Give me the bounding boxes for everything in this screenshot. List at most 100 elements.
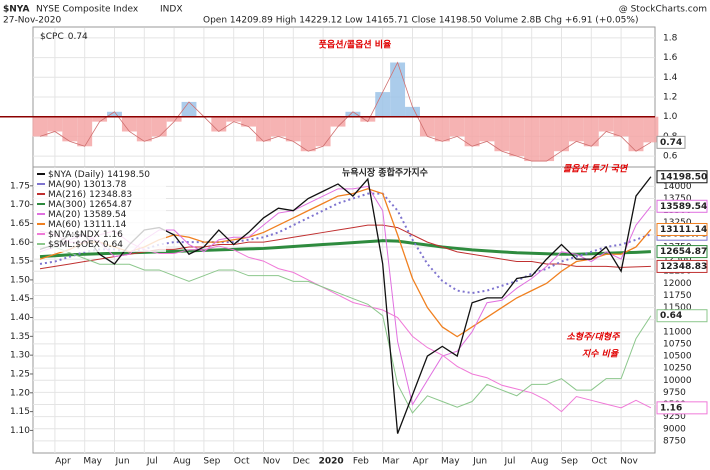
x-tick-label: Apr bbox=[55, 457, 71, 467]
y2-tick-label: 1.60 bbox=[10, 238, 30, 248]
cpc-bar bbox=[360, 116, 376, 122]
legend-entry: $SML:$OEX 0.64 bbox=[48, 240, 123, 250]
y2-tick-label: 1.10 bbox=[10, 426, 30, 436]
cpc-bar bbox=[509, 116, 525, 157]
x-tick-label: Feb bbox=[353, 457, 369, 467]
legend-name: $SML:$OEX bbox=[48, 240, 100, 250]
cpc-bar bbox=[315, 116, 331, 147]
cpc-bar bbox=[47, 116, 63, 132]
y2-tick-label: 1.35 bbox=[10, 332, 30, 342]
cpc-bar bbox=[464, 116, 480, 147]
cpc-bar bbox=[166, 116, 182, 122]
x-tick-label: Sep bbox=[561, 457, 578, 467]
cpc-bar bbox=[494, 116, 510, 152]
cpc-bar bbox=[107, 111, 122, 117]
exchange: INDX bbox=[160, 5, 182, 15]
cpc-bar bbox=[390, 62, 406, 117]
legend-value: 13589.54 bbox=[83, 210, 126, 220]
legend-name: MA(216) bbox=[48, 190, 86, 200]
last-value-tag-bg bbox=[656, 245, 708, 259]
x-tick-label: Jun bbox=[472, 457, 487, 467]
legend-value: 13013.78 bbox=[83, 180, 126, 190]
legend-entry: $CPC 0.74 bbox=[40, 32, 88, 42]
legend-value: 12348.83 bbox=[89, 190, 132, 200]
cpc-bar bbox=[300, 116, 316, 152]
last-value-tag: 0.64 bbox=[660, 311, 682, 321]
last-value-tag: 1.16 bbox=[660, 403, 682, 413]
x-tick-label: Nov bbox=[263, 457, 281, 467]
last-value-tag-bg bbox=[656, 309, 708, 323]
y-tick-label: 10750 bbox=[663, 339, 692, 349]
legend-name: $CPC bbox=[40, 32, 64, 42]
x-tick-label: Dec bbox=[293, 457, 310, 467]
x-tick-label: May bbox=[441, 457, 460, 467]
x-tick-label: Jun bbox=[114, 457, 129, 467]
legend-value: 0.64 bbox=[103, 240, 123, 250]
y-tick-label: 1.4 bbox=[663, 73, 678, 83]
y-tick-label: 1.8 bbox=[663, 33, 678, 43]
legend-value: 12654.87 bbox=[89, 200, 132, 210]
cpc-bar bbox=[539, 116, 555, 162]
legend-name: $NYA (Daily) bbox=[48, 170, 104, 180]
y-tick-label: 11500 bbox=[663, 303, 692, 313]
x-tick-label: Jul bbox=[503, 457, 515, 467]
cpc-bar bbox=[405, 106, 420, 117]
y2-tick-label: 1.30 bbox=[10, 351, 30, 361]
y2-tick-label: 1.75 bbox=[10, 181, 30, 191]
y-tick-label: 9000 bbox=[663, 424, 686, 434]
cpc-bar bbox=[241, 116, 257, 127]
y-tick-label: 1.6 bbox=[663, 53, 678, 63]
price-panel bbox=[32, 166, 656, 454]
legend-entry: MA(300) 12654.87 bbox=[48, 200, 132, 210]
cpc-bar bbox=[330, 116, 346, 127]
x-tick-label: May bbox=[83, 457, 102, 467]
cpc-bar bbox=[345, 111, 361, 117]
legend-box bbox=[34, 168, 166, 252]
last-value-tag: 14198.50 bbox=[660, 172, 707, 182]
x-tick-label: 2020 bbox=[319, 457, 344, 467]
cpc-bar bbox=[121, 116, 137, 132]
y2-tick-label: 1.20 bbox=[10, 388, 30, 398]
cpc-bar bbox=[434, 116, 450, 142]
series-line bbox=[40, 246, 652, 414]
y2-tick-label: 1.55 bbox=[10, 257, 30, 267]
last-value-tag-bg bbox=[656, 170, 708, 184]
y-tick-label: 10500 bbox=[663, 352, 692, 362]
cpc-bar bbox=[92, 116, 108, 122]
last-value-tag-bg bbox=[656, 259, 708, 273]
legend-entry: MA(20) 13589.54 bbox=[48, 210, 127, 220]
legend-name: MA(20) bbox=[48, 210, 80, 220]
cpc-bar bbox=[643, 116, 659, 143]
cpc-line bbox=[39, 61, 652, 162]
legend-value: 14198.50 bbox=[107, 170, 150, 180]
last-value-tag-bg bbox=[656, 135, 686, 149]
annotation: 콜옵션 투기 국면 bbox=[563, 164, 629, 175]
legend-entry: $NYA (Daily) 14198.50 bbox=[48, 170, 150, 180]
y-tick-label: 12500 bbox=[663, 255, 692, 265]
y2-tick-label: 1.40 bbox=[10, 313, 30, 323]
legend-name: MA(300) bbox=[48, 200, 86, 210]
x-tick-label: Oct bbox=[592, 457, 608, 467]
y2-tick-label: 1.25 bbox=[10, 369, 30, 379]
credit: @ StockCharts.com bbox=[619, 5, 707, 15]
cpc-bar bbox=[151, 116, 167, 137]
legend-entry: MA(216) 12348.83 bbox=[48, 190, 132, 200]
annotation: 지수 비율 bbox=[582, 349, 620, 360]
x-tick-label: Aug bbox=[173, 457, 191, 467]
cpc-bar bbox=[524, 116, 540, 162]
legend-name: MA(60) bbox=[48, 220, 80, 230]
x-tick-label: Nov bbox=[620, 457, 638, 467]
cpc-bar bbox=[270, 116, 286, 137]
y-tick-label: 9250 bbox=[663, 412, 686, 422]
y-tick-label: 13750 bbox=[663, 194, 692, 204]
x-tick-label: Aug bbox=[531, 457, 549, 467]
cpc-bar bbox=[62, 116, 78, 142]
y2-tick-label: 1.50 bbox=[10, 275, 30, 285]
cpc-bar bbox=[32, 116, 48, 137]
annotation: 소형주/대형주 bbox=[567, 332, 622, 343]
annotation: 풋옵션/콜옵션 비율 bbox=[319, 39, 392, 51]
y2-tick-label: 1.70 bbox=[10, 200, 30, 210]
index-name: NYSE Composite Index bbox=[36, 5, 139, 15]
cpc-bar bbox=[285, 116, 301, 142]
y-tick-label: 11000 bbox=[663, 327, 692, 337]
